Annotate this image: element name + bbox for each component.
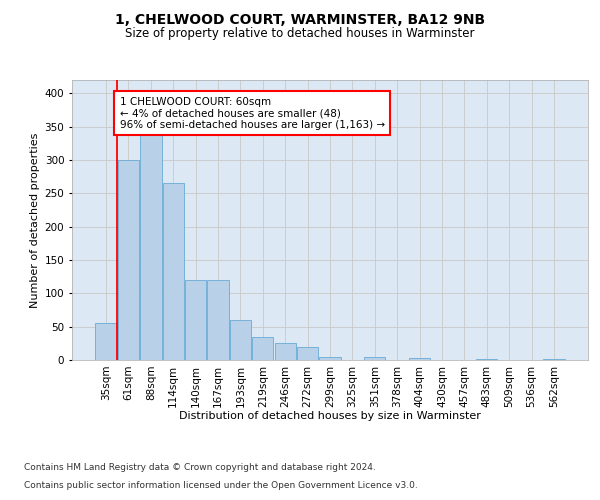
Y-axis label: Number of detached properties: Number of detached properties [31, 132, 40, 308]
Bar [364, 356, 385, 360]
Text: 1 CHELWOOD COURT: 60sqm
← 4% of detached houses are smaller (48)
96% of semi-det: 1 CHELWOOD COURT: 60sqm ← 4% of detached… [119, 96, 385, 130]
Bar [140, 114, 161, 360]
Text: Contains public sector information licensed under the Open Government Licence v3: Contains public sector information licen… [24, 481, 418, 490]
Bar [275, 344, 296, 360]
Bar [252, 336, 274, 360]
Bar [409, 358, 430, 360]
Bar [319, 356, 341, 360]
Bar [543, 358, 565, 360]
Text: 1, CHELWOOD COURT, WARMINSTER, BA12 9NB: 1, CHELWOOD COURT, WARMINSTER, BA12 9NB [115, 12, 485, 26]
Bar [185, 280, 206, 360]
Bar [297, 346, 318, 360]
Bar [163, 184, 184, 360]
Bar [208, 280, 229, 360]
Bar [118, 160, 139, 360]
Bar [476, 358, 497, 360]
Bar [230, 320, 251, 360]
Bar [95, 324, 117, 360]
X-axis label: Distribution of detached houses by size in Warminster: Distribution of detached houses by size … [179, 411, 481, 421]
Text: Size of property relative to detached houses in Warminster: Size of property relative to detached ho… [125, 28, 475, 40]
Text: Contains HM Land Registry data © Crown copyright and database right 2024.: Contains HM Land Registry data © Crown c… [24, 464, 376, 472]
